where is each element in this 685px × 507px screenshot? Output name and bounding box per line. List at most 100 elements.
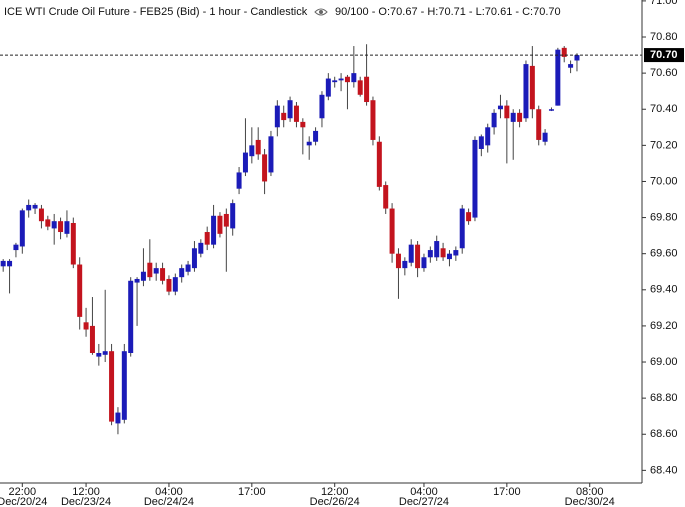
y-tick-label: 70.40 — [650, 103, 678, 115]
candle-body — [446, 253, 452, 260]
y-tick-label: 68.80 — [650, 392, 678, 404]
candle-body — [191, 248, 197, 269]
candle-body — [236, 172, 242, 189]
candle-body — [58, 221, 64, 233]
x-tick-label: 17:00 — [238, 486, 266, 498]
candle-body — [160, 268, 166, 281]
candle-body — [268, 136, 274, 173]
x-tick-label: 08:00 — [576, 486, 604, 498]
y-tick-label: 69.20 — [650, 320, 678, 332]
candle-body — [255, 139, 261, 155]
candle-body — [153, 268, 159, 274]
candle-body — [198, 242, 204, 254]
x-date-label: Dec/30/24 — [565, 496, 615, 507]
chart-title: ICE WTI Crude Oil Future - FEB25 (Bid) -… — [4, 6, 308, 18]
candle-body — [115, 412, 121, 424]
candle-body — [389, 208, 395, 254]
candle-body — [383, 185, 389, 209]
candle-body — [26, 204, 32, 211]
candle-body — [555, 49, 561, 106]
last-price-box — [644, 48, 684, 63]
x-tick-label: 04:00 — [410, 486, 438, 498]
candle-body — [370, 100, 376, 140]
candle-body — [485, 127, 491, 146]
y-tick-label: 70.80 — [650, 31, 678, 43]
candle-body — [281, 112, 287, 121]
candle-body — [172, 277, 178, 292]
candle-body — [77, 264, 83, 317]
x-tick-label: 17:00 — [493, 486, 521, 498]
candle-body — [357, 80, 363, 95]
x-date-label: Dec/24/24 — [144, 496, 194, 507]
candle-body — [70, 222, 76, 265]
candle-body — [364, 76, 370, 103]
y-tick-label: 69.00 — [650, 356, 678, 368]
x-tick-label: 22:00 — [9, 486, 37, 498]
candle-body — [274, 105, 280, 128]
candle-body — [128, 280, 134, 353]
candle-body — [102, 351, 108, 355]
candle-body — [89, 325, 95, 353]
x-date-label: Dec/27/24 — [399, 496, 449, 507]
x-date-label: Dec/26/24 — [310, 496, 360, 507]
candle-body — [13, 244, 19, 251]
candle-body — [249, 145, 255, 157]
candle-body — [147, 262, 153, 278]
candle-body — [466, 212, 472, 222]
y-tick-label: 70.00 — [650, 175, 678, 187]
candle-body — [319, 94, 325, 119]
y-tick-label: 68.60 — [650, 428, 678, 440]
x-date-label: Dec/23/24 — [61, 496, 111, 507]
candle-body — [217, 215, 223, 234]
candle-body — [421, 257, 427, 269]
candle-body — [568, 64, 574, 68]
candle-body — [96, 352, 102, 357]
candle-body — [83, 322, 89, 330]
y-tick-label: 70.60 — [650, 67, 678, 79]
candle-body — [262, 154, 268, 182]
y-tick-label: 69.40 — [650, 284, 678, 296]
candle-body — [134, 278, 140, 283]
y-tick-label: 69.60 — [650, 248, 678, 260]
candle-body — [344, 76, 350, 83]
candle-body — [242, 152, 248, 173]
candle-body — [211, 215, 217, 245]
x-date-label: Dec/20/24 — [0, 496, 47, 507]
candle-body — [574, 55, 580, 61]
last-price-label: 70.70 — [650, 49, 678, 61]
candle-body — [332, 80, 338, 83]
candle-body — [140, 271, 146, 281]
candle-body — [64, 221, 70, 234]
x-tick-label: 12:00 — [72, 486, 100, 498]
candle-body — [109, 351, 115, 422]
candle-body — [548, 109, 554, 111]
candle-body — [402, 260, 408, 269]
candle-body — [434, 241, 440, 258]
eye-icon[interactable] — [314, 8, 328, 16]
y-tick-label: 68.40 — [650, 464, 678, 476]
candle-body — [415, 244, 421, 269]
candle-body — [306, 141, 312, 146]
x-tick-label: 12:00 — [321, 486, 349, 498]
candle-body — [491, 112, 497, 128]
candle-body — [408, 244, 414, 263]
candle-body — [185, 264, 191, 272]
ohlc-info: 90/100 - O:70.67 - H:70.71 - L:70.61 - C… — [335, 6, 561, 18]
x-tick-label: 04:00 — [155, 486, 183, 498]
candle-body — [536, 109, 542, 140]
candle-body — [504, 105, 510, 119]
candle-body — [472, 139, 478, 218]
candle-body — [0, 260, 6, 267]
candle-body — [453, 250, 459, 256]
candle-body — [45, 219, 51, 227]
candle-body — [459, 208, 465, 249]
candle-body — [300, 121, 306, 128]
candle-body — [529, 65, 535, 110]
candle-body — [497, 105, 503, 110]
candle-body — [204, 232, 210, 245]
candle-body — [223, 213, 229, 227]
candle-body — [427, 250, 433, 258]
candle-body — [338, 78, 344, 81]
